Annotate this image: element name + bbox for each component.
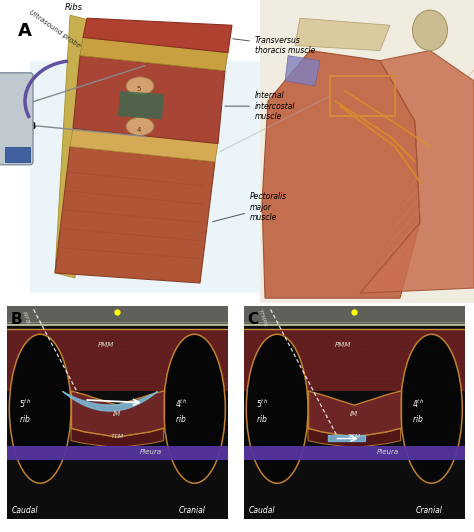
Ellipse shape: [126, 117, 154, 136]
Ellipse shape: [164, 334, 225, 483]
Text: TTMPB: TTMPB: [257, 309, 268, 328]
Text: Cranial: Cranial: [179, 506, 206, 516]
Text: TTM: TTM: [111, 434, 124, 439]
Ellipse shape: [246, 334, 308, 483]
Text: $\mathit{4^{th}}$
$\mathit{rib}$: $\mathit{4^{th}}$ $\mathit{rib}$: [174, 397, 187, 423]
Polygon shape: [7, 446, 228, 460]
Polygon shape: [80, 37, 228, 71]
Text: PIFB: PIFB: [2, 98, 25, 107]
Text: TTM: TTM: [348, 434, 361, 439]
Text: $\mathit{5}$: $\mathit{5}$: [136, 85, 142, 94]
Polygon shape: [30, 61, 270, 293]
Polygon shape: [244, 306, 465, 519]
Polygon shape: [5, 146, 30, 162]
Text: B: B: [10, 312, 22, 327]
Polygon shape: [7, 329, 228, 391]
Text: $\mathit{4^{th}}$
$\mathit{rib}$: $\mathit{4^{th}}$ $\mathit{rib}$: [411, 397, 424, 423]
Ellipse shape: [126, 77, 154, 95]
Polygon shape: [308, 428, 401, 448]
Text: Transversus
thoracis muscle: Transversus thoracis muscle: [233, 36, 315, 55]
Polygon shape: [73, 55, 225, 144]
Ellipse shape: [412, 10, 447, 51]
Text: $\mathit{4}$: $\mathit{4}$: [136, 125, 142, 134]
Text: $\mathit{5^{th}}$
$\mathit{rib}$: $\mathit{5^{th}}$ $\mathit{rib}$: [256, 397, 268, 423]
Ellipse shape: [401, 334, 462, 483]
Polygon shape: [55, 146, 215, 283]
Polygon shape: [244, 446, 465, 460]
Polygon shape: [295, 18, 390, 51]
Polygon shape: [0, 0, 474, 303]
Polygon shape: [285, 55, 320, 86]
Polygon shape: [244, 329, 465, 391]
Polygon shape: [55, 15, 90, 278]
Polygon shape: [71, 391, 164, 437]
Text: PMM: PMM: [98, 342, 114, 348]
Polygon shape: [262, 51, 420, 298]
Polygon shape: [70, 128, 218, 162]
Text: Caudal: Caudal: [11, 506, 38, 516]
Text: PMM: PMM: [335, 342, 351, 348]
Polygon shape: [244, 306, 465, 326]
Text: Internal
intercostal
muscle: Internal intercostal muscle: [225, 91, 295, 121]
FancyBboxPatch shape: [0, 73, 33, 165]
Polygon shape: [7, 306, 228, 326]
Text: Pectoralis
major
muscle: Pectoralis major muscle: [213, 192, 287, 222]
Polygon shape: [308, 391, 401, 437]
Text: Pleura: Pleura: [139, 449, 162, 455]
Text: $\mathit{5^{th}}$
$\mathit{rib}$: $\mathit{5^{th}}$ $\mathit{rib}$: [19, 397, 31, 423]
Text: IM: IM: [113, 411, 121, 417]
Polygon shape: [118, 91, 164, 119]
Text: Ultrasound probe: Ultrasound probe: [28, 9, 82, 48]
Text: Ribs: Ribs: [65, 3, 83, 12]
Text: Caudal: Caudal: [248, 506, 275, 516]
Polygon shape: [360, 51, 474, 293]
Ellipse shape: [9, 334, 71, 483]
Polygon shape: [71, 428, 164, 448]
Text: C: C: [247, 312, 258, 327]
Polygon shape: [7, 306, 228, 519]
Polygon shape: [83, 18, 232, 53]
Text: A: A: [18, 22, 32, 40]
Text: TTMPB: TTMPB: [2, 122, 37, 131]
Text: Cranial: Cranial: [416, 506, 443, 516]
Text: IM: IM: [350, 411, 358, 417]
Polygon shape: [260, 0, 474, 303]
Text: Pleura: Pleura: [376, 449, 399, 455]
Text: PIFB: PIFB: [21, 311, 30, 326]
